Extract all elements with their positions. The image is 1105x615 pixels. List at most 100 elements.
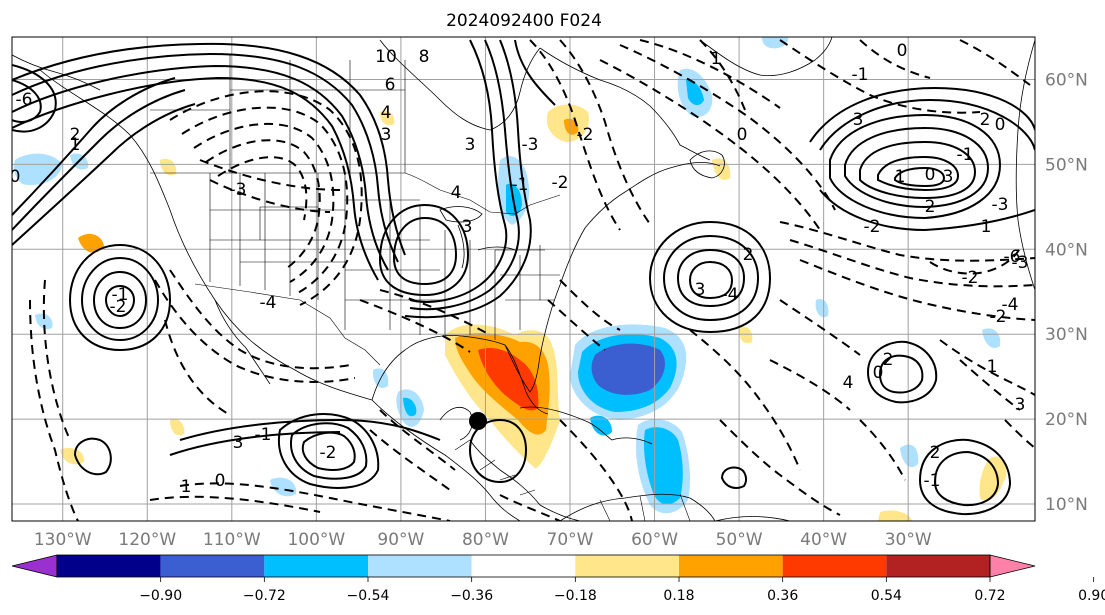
gulf-dash-2: [359, 299, 471, 353]
coastline-south-america: [559, 493, 716, 521]
warm-anomaly-canada-core: [564, 118, 579, 135]
contour-label: 2: [743, 245, 754, 265]
atl-se-dash-1: [859, 419, 906, 481]
contour-label: 2: [883, 350, 894, 370]
contour-label: -2: [577, 125, 594, 145]
contour-label: 2: [930, 443, 941, 463]
state-borders-east: [495, 245, 560, 330]
contour-label: -4: [260, 293, 277, 313]
cold-anomaly-small-5: [982, 328, 1001, 349]
east-trough-dash-4: [619, 44, 836, 211]
high-pacific-contour-2: [80, 256, 160, 342]
longitude-tick-label: 50°W: [716, 530, 763, 550]
low-lakes-contour-2: [392, 216, 458, 286]
border-central-america: [454, 439, 536, 496]
contour-label: 1: [895, 167, 906, 187]
cold-anomaly-small-4: [900, 444, 919, 468]
contour-label: 0: [737, 125, 748, 145]
ridge-west-contour-2: [12, 52, 399, 263]
state-borders-west: [209, 173, 346, 330]
contour-label: 8: [419, 47, 430, 67]
contour-label: -4: [1002, 295, 1019, 315]
high-atlantic-contour-4: [688, 260, 734, 300]
atl-se-dash-2: [939, 339, 1035, 396]
colorbar-tick-label: 0.72: [974, 588, 1005, 604]
contour-label: -2: [990, 307, 1007, 327]
trough-east-contour-2: [409, 39, 520, 311]
pacific-dash-5: [149, 495, 321, 513]
east-trough-dash-1: [529, 39, 621, 231]
atl-se-dash-3: [959, 359, 1021, 411]
coastline-africa-west: [1015, 39, 1035, 291]
border-us-mexico: [194, 283, 381, 366]
province-borders: [150, 55, 406, 173]
atl-se-dash-4: [1004, 419, 1035, 449]
warm-anomaly-gulf-core: [478, 348, 539, 411]
positive-contours: [12, 39, 1035, 516]
coastline-north-america-west: [39, 69, 521, 521]
pacific-dash-2: [42, 279, 71, 441]
low-pacific-south-contour-4: [179, 418, 441, 441]
longitude-tick-label: 60°W: [631, 530, 678, 550]
east-trough-dash-2: [559, 39, 651, 225]
colorbar-segment: [57, 555, 161, 577]
ridge-west-contour-3: [12, 64, 389, 271]
coastline-yucatan: [439, 406, 473, 441]
coastline-south-america-coast: [714, 516, 791, 521]
coastline-alaska: [12, 54, 101, 91]
coastline-greenland: [699, 37, 833, 77]
contour-label: -1: [924, 471, 941, 491]
longitude-tick-labels: 130°W 120°W 110°W 100°W 90°W 80°W 70°W 60°W 50°W…: [34, 530, 932, 550]
trough-west-dash-4: [205, 139, 321, 271]
contour-label: 3: [465, 135, 476, 155]
longitude-tick-label: 30°W: [885, 530, 932, 550]
contour-label: 1: [981, 217, 992, 237]
carib-dash-5: [769, 359, 851, 411]
contour-label: -3: [230, 180, 247, 200]
atlantic-mid-dash-4: [929, 247, 1021, 275]
contour-label: 1: [70, 135, 81, 155]
colorbar-frame: [56, 554, 991, 578]
low-alaska-contour-1: [12, 64, 57, 133]
map-title: 2024092400 F024: [446, 11, 602, 31]
coastline-lake-michigan: [457, 224, 465, 269]
low-atl-se-contour-2: [933, 450, 1000, 507]
contour-label: 1: [987, 357, 998, 377]
colorbar-segment: [886, 555, 990, 577]
longitude-tick-label: 120°W: [118, 530, 176, 550]
coastline-hudson-bay: [379, 39, 541, 131]
contour-label: 0: [873, 363, 884, 383]
high-ne-atlantic-contour-3: [859, 140, 977, 200]
contour-label: 0: [925, 165, 936, 185]
coastline-central-america: [469, 439, 581, 521]
contour-label: 4: [381, 103, 392, 123]
sw-us-dash-1: [169, 269, 351, 370]
high-ne-atlantic-contour-8: [819, 189, 1035, 232]
coastline-gulf: [371, 335, 549, 415]
colorbar-segment: [264, 555, 368, 577]
warm-anomaly-small-4: [739, 326, 753, 344]
contour-label: -1: [957, 145, 974, 165]
negative-contours: [29, 39, 1035, 521]
cold-anomaly-small-2: [590, 415, 612, 436]
latitude-tick-label: 30°N: [1045, 325, 1088, 345]
coastline-florida: [504, 344, 541, 393]
small-low-west-contour: [73, 437, 112, 476]
high-atlantic-contour-3: [676, 248, 746, 308]
warm-anomaly-pacific: [78, 233, 104, 253]
cold-anomaly-atlantic-core: [591, 343, 665, 395]
ridge-west-contour-7: [12, 77, 176, 216]
canada-dash-2: [209, 179, 331, 213]
colorbar-tick-label: −0.36: [450, 588, 493, 604]
contour-label: 2: [925, 197, 936, 217]
atlantic-mid-dash-2: [789, 239, 1035, 288]
colorbar-tick-label: −0.72: [243, 588, 286, 604]
longitude-tick-label: 130°W: [34, 530, 92, 550]
ridge-west-contour-6: [12, 103, 196, 246]
latitude-tick-label: 10°N: [1045, 495, 1088, 515]
warm-anomaly-small-2: [712, 158, 731, 180]
contour-label: -1: [255, 425, 272, 445]
contour-label: 10: [375, 47, 397, 67]
low-pacific-south-contour-1: [277, 413, 380, 489]
